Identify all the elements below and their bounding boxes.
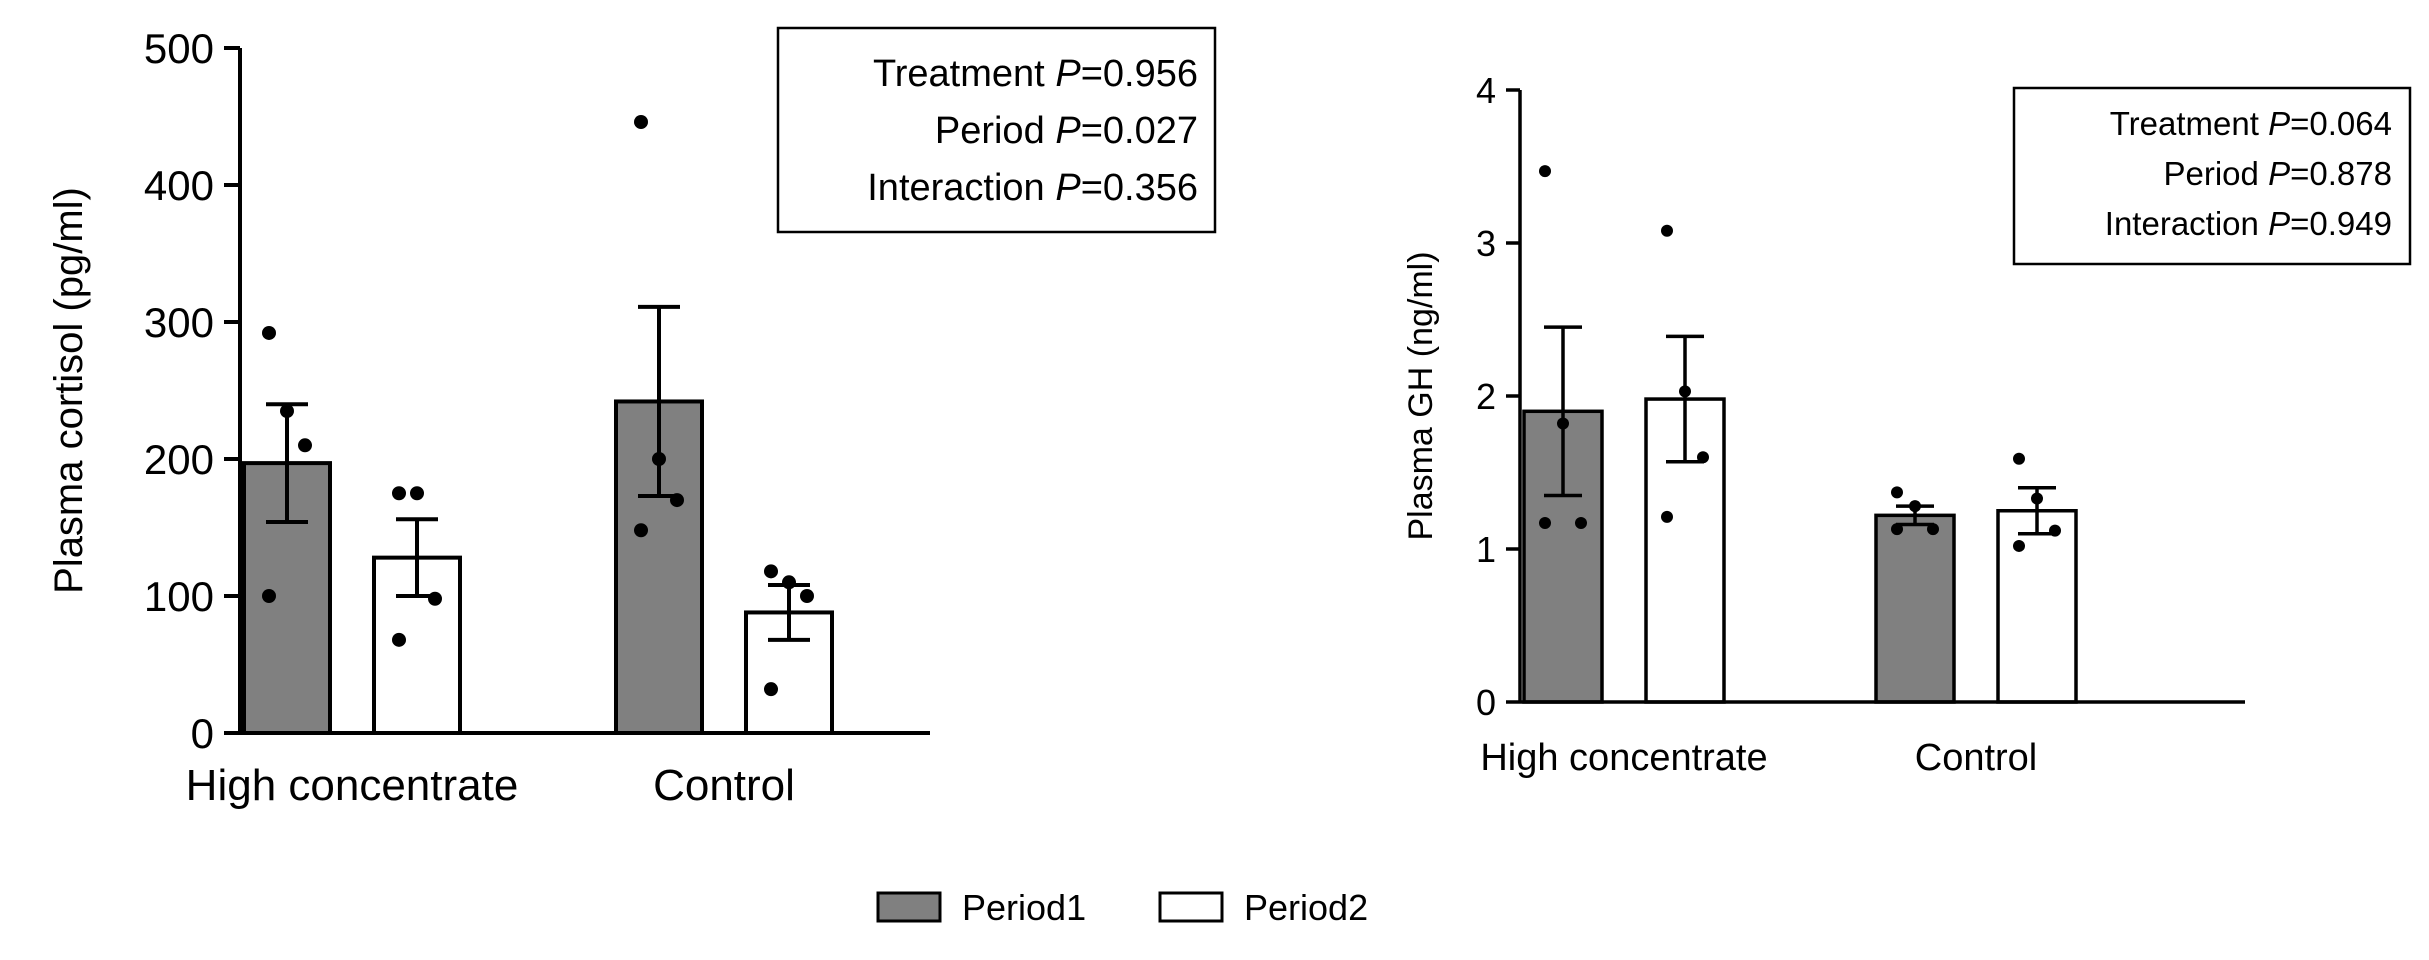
error-bar-period1-0 xyxy=(1544,325,1582,498)
legend-swatch-period2 xyxy=(1158,891,1224,923)
y-tick-label: 100 xyxy=(144,573,214,620)
y-tick-label: 0 xyxy=(191,710,214,757)
data-point xyxy=(262,589,276,603)
y-tick-label: 500 xyxy=(144,25,214,72)
stats-box-frame xyxy=(2012,86,2412,266)
p-value: =0.956 xyxy=(1081,53,1198,95)
data-point xyxy=(1697,451,1709,464)
y-tick-label: 200 xyxy=(144,436,214,483)
stats-label: Period xyxy=(2163,155,2258,192)
data-point xyxy=(1909,500,1921,513)
y-tick-label: 400 xyxy=(144,162,214,209)
data-point xyxy=(1575,516,1587,529)
data-point xyxy=(2013,452,2025,465)
data-point xyxy=(262,325,276,340)
data-point xyxy=(1891,523,1903,536)
legend-label-period1: Period1 xyxy=(962,887,1086,928)
p-symbol: P xyxy=(1055,53,1081,95)
stats-box-frame xyxy=(776,26,1217,234)
legend: Period1 Period2 xyxy=(876,887,1368,928)
stats-line: Interaction P=0.356 xyxy=(867,167,1198,209)
data-point xyxy=(2013,539,2025,552)
y-tick-label: 3 xyxy=(1476,223,1496,264)
stats-label: Treatment xyxy=(873,53,1045,95)
p-value: =0.878 xyxy=(2290,155,2392,192)
p-symbol: P xyxy=(2268,155,2290,192)
bar-period1-1 xyxy=(1874,513,1956,704)
y-tick-label: 300 xyxy=(144,299,214,346)
data-point xyxy=(764,682,778,697)
stats-label: Treatment xyxy=(2110,105,2259,142)
data-point xyxy=(410,486,424,501)
data-point xyxy=(280,404,294,419)
p-value: =0.949 xyxy=(2290,205,2392,242)
x-category-label: Control xyxy=(1915,737,2038,779)
legend-label-period2: Period2 xyxy=(1244,887,1368,928)
stats-line: Period P=0.027 xyxy=(935,110,1198,152)
error-bar-period2-0 xyxy=(1666,334,1704,464)
data-point xyxy=(1661,510,1673,523)
data-point xyxy=(392,632,406,647)
x-category-label: High concentrate xyxy=(1480,737,1767,779)
y-tick-label: 4 xyxy=(1476,70,1496,111)
data-point xyxy=(1927,523,1939,536)
data-point xyxy=(1891,486,1903,499)
bar-period2-0 xyxy=(1644,397,1726,704)
stats-line: Treatment P=0.064 xyxy=(2110,105,2392,142)
data-point xyxy=(428,591,442,606)
data-point xyxy=(298,438,312,453)
p-symbol: P xyxy=(2268,205,2290,242)
p-value: =0.027 xyxy=(1081,110,1198,152)
data-point xyxy=(634,114,648,129)
x-category-label: High concentrate xyxy=(186,761,519,810)
y-axis-label: Plasma GH (ng/ml) xyxy=(1402,251,1440,540)
stats-label: Interaction xyxy=(867,167,1044,209)
data-point xyxy=(1539,516,1551,529)
cortisol-chart: 0 100 200 300 400 500 High concentrate Control P… xyxy=(47,25,1217,810)
p-symbol: P xyxy=(1055,167,1081,209)
data-point xyxy=(2049,524,2061,537)
data-point xyxy=(764,564,778,579)
y-axis-label: Plasma cortisol (pg/ml) xyxy=(47,187,91,594)
y-tick-label: 2 xyxy=(1476,376,1496,417)
data-point xyxy=(1539,165,1551,178)
data-point xyxy=(782,575,796,590)
p-symbol: P xyxy=(1055,110,1081,152)
data-point xyxy=(670,493,684,508)
stats-label: Interaction xyxy=(2105,205,2259,242)
data-point xyxy=(1557,417,1569,430)
p-value: =0.356 xyxy=(1081,167,1198,209)
stats-label: Period xyxy=(935,110,1045,152)
bar-period2-1 xyxy=(1996,509,2078,704)
data-point xyxy=(2031,492,2043,505)
p-value: =0.064 xyxy=(2290,105,2392,142)
p-symbol: P xyxy=(2268,105,2290,142)
data-point xyxy=(652,452,666,466)
stats-line: Period P=0.878 xyxy=(2163,155,2392,192)
y-tick-label: 1 xyxy=(1476,529,1496,570)
x-category-label: Control xyxy=(653,761,795,810)
y-tick-label: 0 xyxy=(1476,682,1496,723)
data-point xyxy=(800,589,814,603)
data-point xyxy=(634,523,648,538)
data-point xyxy=(1679,385,1691,398)
legend-swatch-period1 xyxy=(876,891,942,923)
stats-line: Interaction P=0.949 xyxy=(2105,205,2392,242)
stats-line: Treatment P=0.956 xyxy=(873,53,1198,95)
gh-chart: 0 1 2 3 4 High concentrate Control Plasma GH (n… xyxy=(1402,70,2412,779)
data-point xyxy=(1661,224,1673,237)
data-point xyxy=(392,486,406,501)
